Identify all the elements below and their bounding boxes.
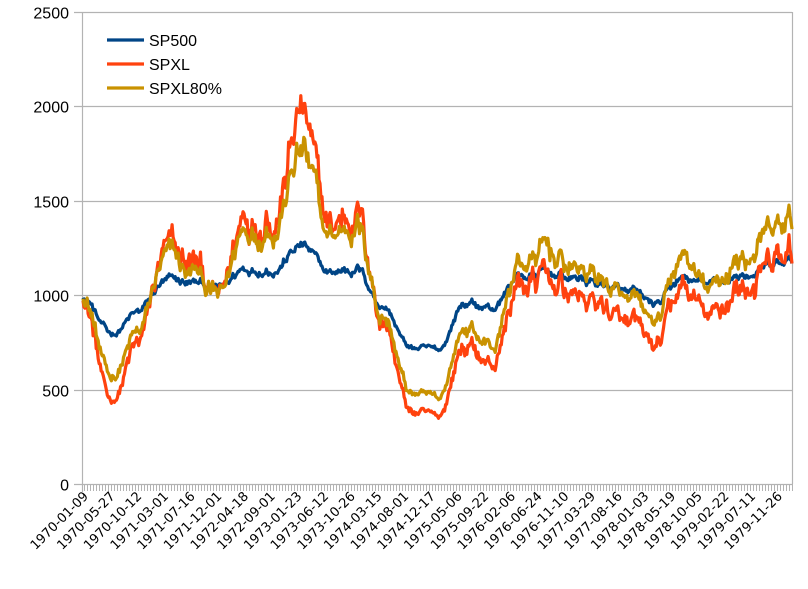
x-tick-labels: 1970-01-091970-05-271970-10-121971-03-01… [28, 489, 786, 553]
y-tick-label: 2000 [33, 100, 69, 117]
y-tick-label: 2500 [33, 6, 69, 23]
series-line-sp500 [81, 240, 794, 353]
legend-label: SPXL80% [149, 81, 222, 98]
y-tick-label: 1500 [33, 195, 69, 212]
axes [81, 12, 794, 492]
legend: SP500 SPXL SPXL80% [107, 33, 222, 98]
y-tick-label: 0 [60, 478, 69, 495]
series-line-spxl80pct [81, 135, 794, 402]
y-tick-label: 1000 [33, 289, 69, 306]
series-lines [81, 94, 794, 420]
y-tick-label: 500 [42, 384, 69, 401]
legend-label: SP500 [149, 33, 197, 50]
y-tick-labels: 0 500 1000 1500 2000 2500 [33, 6, 69, 495]
legend-label: SPXL [149, 57, 190, 74]
series-line-spxl [81, 94, 794, 420]
